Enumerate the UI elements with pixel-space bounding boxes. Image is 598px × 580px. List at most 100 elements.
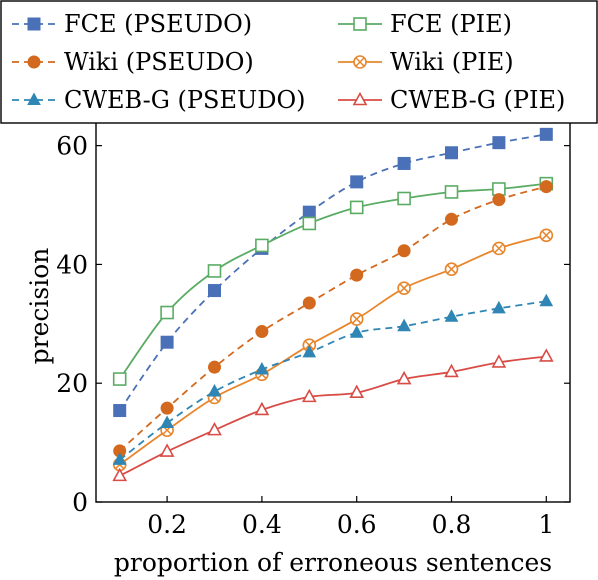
series-wiki-pie [112, 228, 554, 472]
data-point [397, 156, 411, 170]
data-point [27, 55, 41, 69]
data-point [492, 193, 506, 207]
data-point [397, 244, 411, 258]
data-point [397, 191, 411, 206]
data-point [113, 404, 127, 418]
data-point [207, 383, 222, 397]
data-point [350, 268, 364, 282]
legend-item: CWEB-G (PIE) [338, 86, 565, 114]
x-tick-label: 0.6 [337, 510, 377, 539]
data-point [397, 318, 411, 332]
data-point-cross [541, 230, 552, 241]
x-tick-label: 0.2 [147, 510, 187, 539]
legend-label: FCE (PIE) [390, 10, 512, 38]
series-line [119, 355, 547, 477]
data-point [112, 452, 127, 465]
data-point-cross [446, 264, 457, 274]
legend-label: FCE (PSEUDO) [64, 10, 252, 38]
x-axis-label: proportion of erroneous sentences [114, 548, 552, 577]
plot-area [112, 127, 554, 482]
data-point [254, 401, 270, 416]
y-tick-label: 60 [56, 132, 88, 161]
data-point [349, 325, 364, 338]
x-tick-label: 0.8 [432, 510, 472, 539]
data-point [349, 384, 365, 399]
legend-label: Wiki (PSEUDO) [64, 48, 254, 76]
data-point [302, 344, 317, 358]
series-cweb-g-pseudo [112, 293, 554, 465]
data-point [492, 300, 506, 314]
legend-label: CWEB-G (PIE) [390, 86, 565, 114]
data-point [208, 284, 221, 298]
data-point [444, 363, 459, 378]
legend: FCE (PSEUDO) Wiki (PSEUDO) CWEB-G (PSEUDO)… [0, 0, 598, 124]
data-point [302, 216, 317, 231]
data-point [396, 370, 412, 385]
series-fce-pseudo [113, 127, 553, 418]
data-point [208, 360, 221, 374]
data-point [301, 388, 317, 403]
legend-label: Wiki (PIE) [390, 48, 514, 76]
series-line [119, 234, 547, 466]
data-point [160, 415, 174, 429]
data-point [349, 312, 364, 326]
data-point [491, 354, 507, 368]
data-point [397, 281, 411, 295]
data-point [302, 296, 316, 310]
x-tick-label: 0.4 [242, 510, 282, 539]
data-point [160, 305, 174, 320]
data-point [444, 262, 459, 276]
data-point [112, 467, 128, 482]
series-line [119, 300, 547, 461]
data-point [350, 175, 364, 189]
legend-box [0, 0, 598, 124]
data-point [160, 401, 174, 415]
data-point-cross [355, 57, 365, 67]
x-tick-label: 1 [538, 510, 554, 539]
data-point [255, 362, 269, 375]
data-point [445, 146, 458, 160]
legend-item: FCE (PIE) [338, 10, 512, 38]
data-point-cross [494, 243, 504, 254]
data-point [352, 91, 368, 106]
data-point [255, 238, 269, 253]
data-point [492, 136, 506, 150]
data-point [353, 17, 367, 31]
y-tick-label: 0 [72, 488, 88, 517]
data-point [444, 185, 459, 199]
data-point [538, 348, 554, 362]
data-point [255, 325, 269, 339]
series-fce-pie [112, 176, 554, 386]
legend-label: CWEB-G (PSEUDO) [64, 86, 306, 114]
data-point [492, 241, 506, 256]
data-point [353, 55, 367, 69]
data-point [302, 205, 316, 219]
y-axis-label: precision [25, 248, 54, 365]
data-point-cross [351, 314, 362, 324]
series-line [119, 185, 547, 452]
data-point-cross [399, 283, 409, 293]
data-point [112, 372, 127, 386]
y-axis-ticks: 0 20 40 60 [56, 132, 570, 517]
data-point [160, 335, 174, 349]
legend-item: Wiki (PSEUDO) [12, 48, 254, 76]
data-point [539, 180, 553, 194]
legend-item: CWEB-G (PSEUDO) [12, 86, 306, 114]
data-point [349, 200, 364, 215]
data-point [159, 443, 175, 457]
series-cweb-g-pie [112, 348, 554, 482]
series-line [118, 182, 547, 380]
y-tick-label: 40 [56, 250, 88, 279]
legend-item: Wiki (PIE) [338, 48, 514, 76]
data-point [539, 228, 554, 243]
y-tick-label: 20 [56, 369, 88, 398]
data-point [539, 293, 554, 307]
data-point [445, 212, 458, 226]
data-point [539, 127, 553, 141]
x-axis-ticks: 0.2 0.4 0.6 0.8 1 [147, 110, 554, 539]
legend-item: FCE (PSEUDO) [12, 10, 252, 38]
data-point [444, 309, 459, 322]
data-point [207, 264, 222, 278]
data-point [207, 421, 222, 436]
